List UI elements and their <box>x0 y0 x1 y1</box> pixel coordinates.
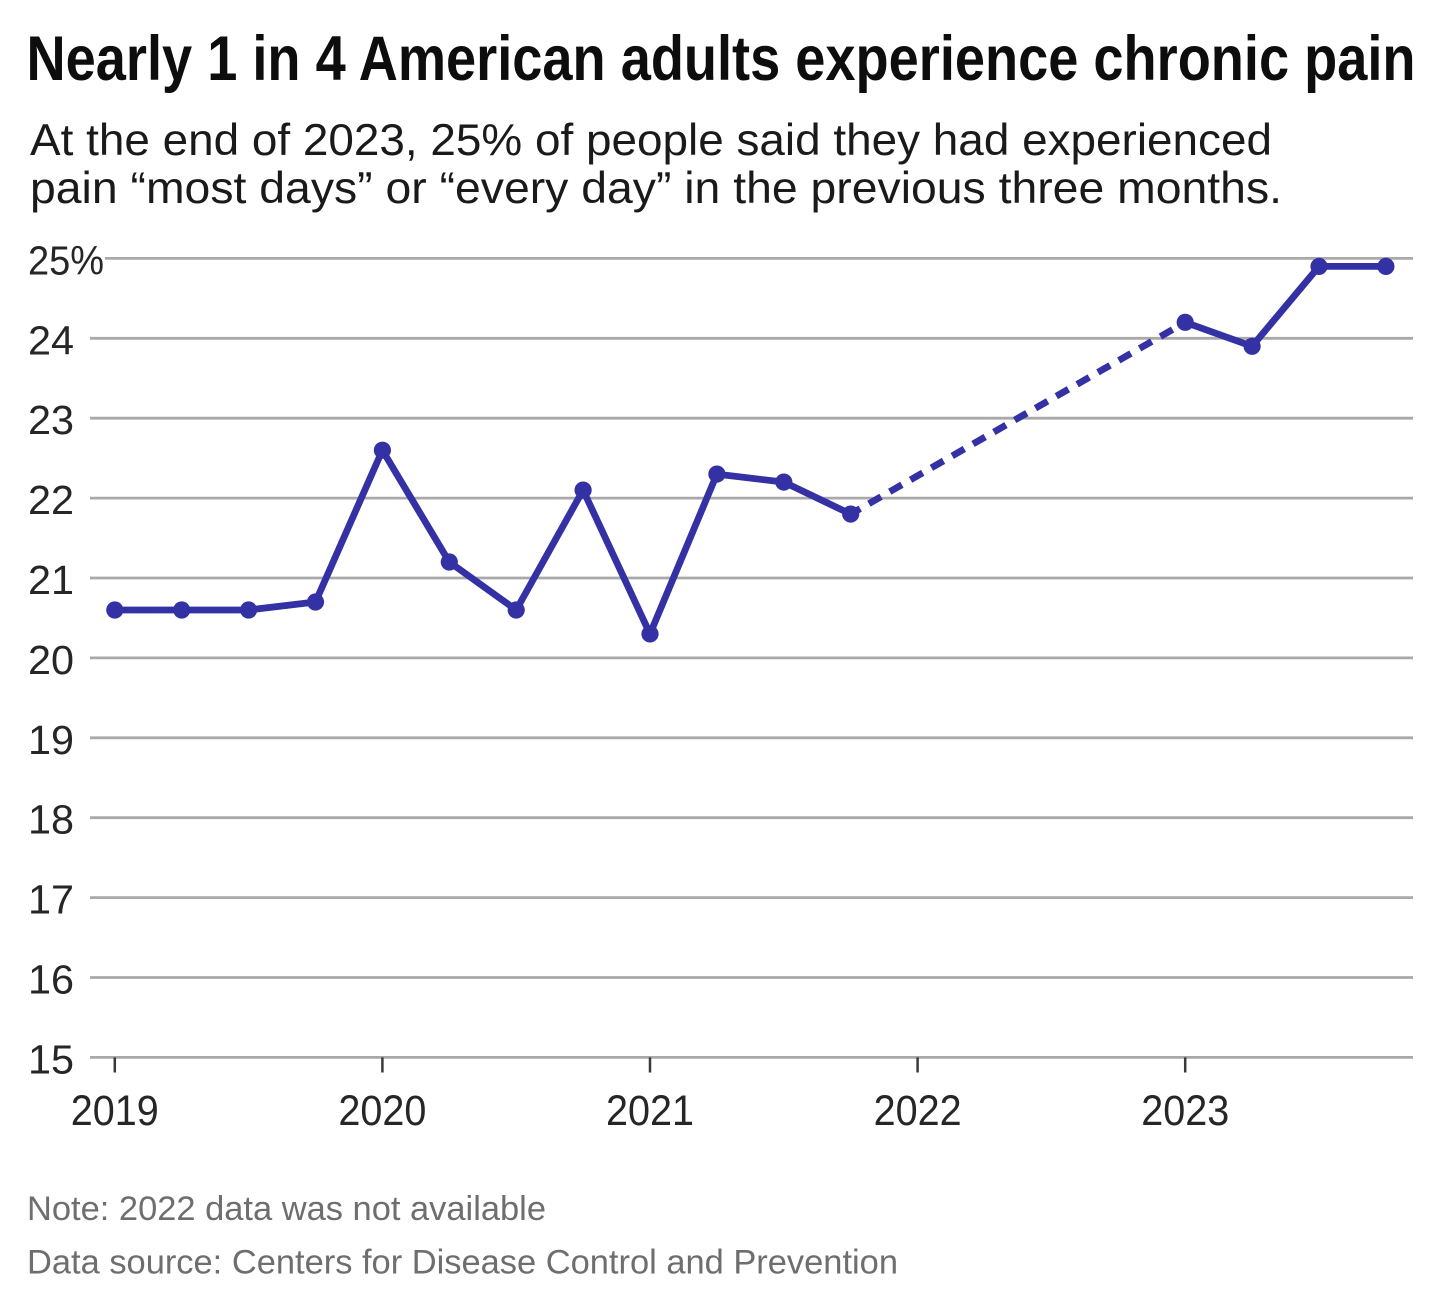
svg-text:24: 24 <box>28 317 74 363</box>
svg-text:2022: 2022 <box>874 1088 962 1135</box>
svg-text:23: 23 <box>28 397 74 443</box>
svg-text:At the end of 2023, 25% of peo: At the end of 2023, 25% of people said t… <box>30 116 1272 165</box>
svg-text:20: 20 <box>28 637 74 683</box>
svg-text:22: 22 <box>28 477 74 523</box>
svg-text:2023: 2023 <box>1141 1088 1229 1135</box>
svg-text:2020: 2020 <box>338 1088 426 1135</box>
svg-text:21: 21 <box>28 557 74 603</box>
svg-text:18: 18 <box>28 797 74 843</box>
svg-text:2019: 2019 <box>71 1088 159 1135</box>
svg-text:16: 16 <box>28 957 74 1003</box>
svg-text:Nearly 1 in 4 American adults: Nearly 1 in 4 American adults experience… <box>27 24 1416 94</box>
svg-text:15: 15 <box>28 1036 74 1082</box>
svg-text:Data source: Centers for Disea: Data source: Centers for Disease Control… <box>27 1243 898 1281</box>
svg-text:19: 19 <box>28 717 74 763</box>
svg-text:2021: 2021 <box>606 1088 694 1135</box>
svg-text:17: 17 <box>28 877 74 923</box>
svg-text:Note: 2022 data was not availa: Note: 2022 data was not available <box>27 1190 546 1228</box>
svg-text:pain “most days” or “every day: pain “most days” or “every day” in the p… <box>30 164 1282 213</box>
svg-text:25%: 25% <box>28 237 104 283</box>
